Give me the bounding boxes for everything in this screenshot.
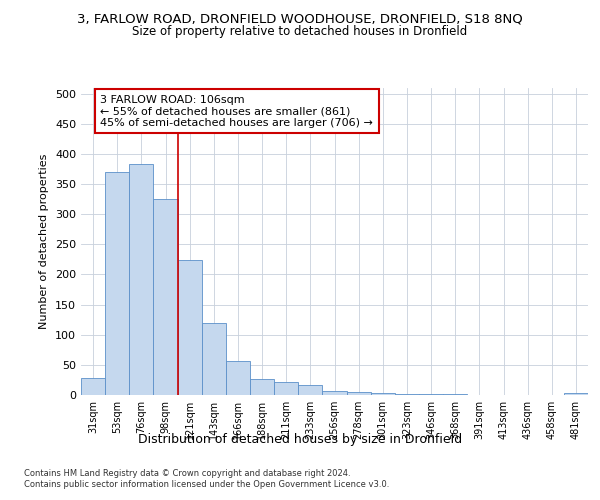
Text: Distribution of detached houses by size in Dronfield: Distribution of detached houses by size … [138, 432, 462, 446]
Bar [347, 392, 371, 395]
Text: 3 FARLOW ROAD: 106sqm
← 55% of detached houses are smaller (861)
45% of semi-det: 3 FARLOW ROAD: 106sqm ← 55% of detached … [100, 94, 373, 128]
Bar [322, 391, 347, 395]
Bar [250, 378, 274, 395]
Bar [129, 164, 154, 395]
Bar [395, 394, 419, 395]
Bar [298, 386, 322, 395]
Bar [154, 199, 178, 395]
Bar [419, 394, 443, 395]
Bar [105, 172, 129, 395]
Bar [443, 394, 467, 395]
Bar [564, 393, 588, 395]
Bar [274, 382, 298, 395]
Bar [202, 322, 226, 395]
Bar [226, 360, 250, 395]
Text: Contains public sector information licensed under the Open Government Licence v3: Contains public sector information licen… [24, 480, 389, 489]
Y-axis label: Number of detached properties: Number of detached properties [40, 154, 49, 329]
Text: 3, FARLOW ROAD, DRONFIELD WOODHOUSE, DRONFIELD, S18 8NQ: 3, FARLOW ROAD, DRONFIELD WOODHOUSE, DRO… [77, 12, 523, 26]
Bar [371, 393, 395, 395]
Text: Contains HM Land Registry data © Crown copyright and database right 2024.: Contains HM Land Registry data © Crown c… [24, 469, 350, 478]
Text: Size of property relative to detached houses in Dronfield: Size of property relative to detached ho… [133, 25, 467, 38]
Bar [178, 260, 202, 395]
Bar [81, 378, 105, 395]
